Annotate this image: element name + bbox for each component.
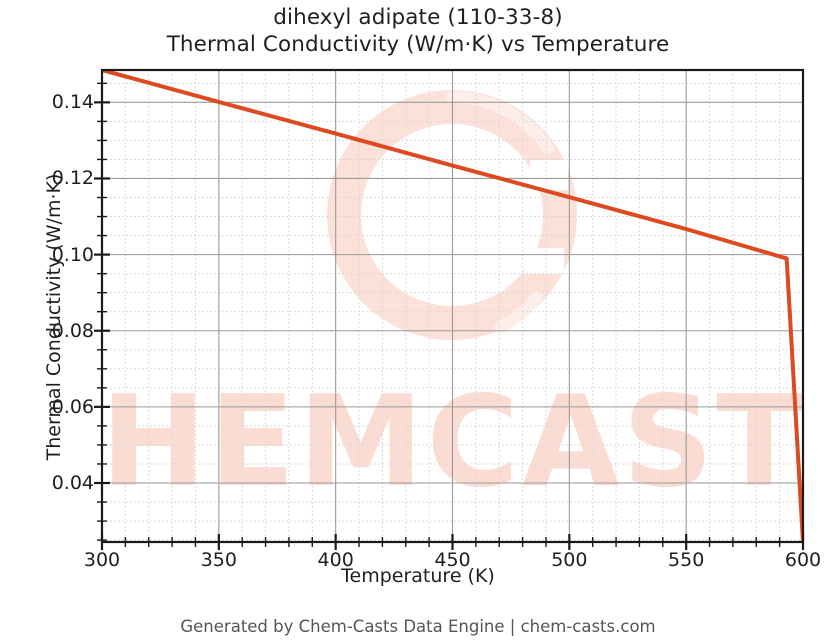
x-tick-label: 350 <box>200 549 237 571</box>
watermark-text: CHEMCASTS <box>5 368 836 515</box>
x-tick-label: 300 <box>83 549 121 571</box>
y-tick-label: 0.08 <box>51 319 94 342</box>
x-tick-label: 500 <box>551 549 588 571</box>
series-line-0 <box>102 70 803 542</box>
chart-title-line-1: dihexyl adipate (110-33-8) <box>273 5 563 30</box>
data-series-layer <box>102 70 803 542</box>
chart-title-line-2: Thermal Conductivity (W/m·K) vs Temperat… <box>166 32 670 57</box>
x-tick-label: 600 <box>784 549 822 571</box>
y-axis-label: Thermal Conductivity (W/m·K) <box>43 173 65 461</box>
x-tick-label: 550 <box>668 549 705 571</box>
x-tick-label: 450 <box>434 549 471 571</box>
x-axis-label: Temperature (K) <box>341 565 495 587</box>
y-tick-label: 0.12 <box>51 167 94 190</box>
chart-footer: Generated by Chem-Casts Data Engine | ch… <box>180 617 656 636</box>
y-tick-label: 0.06 <box>51 395 94 418</box>
plot-frame <box>100 68 805 544</box>
y-tick-label: 0.14 <box>51 91 94 114</box>
x-tick-label: 400 <box>317 549 354 571</box>
y-tick-label: 0.10 <box>51 243 94 266</box>
chart-title: dihexyl adipate (110-33-8) Thermal Condu… <box>0 4 836 59</box>
y-tick-label: 0.04 <box>51 472 94 494</box>
